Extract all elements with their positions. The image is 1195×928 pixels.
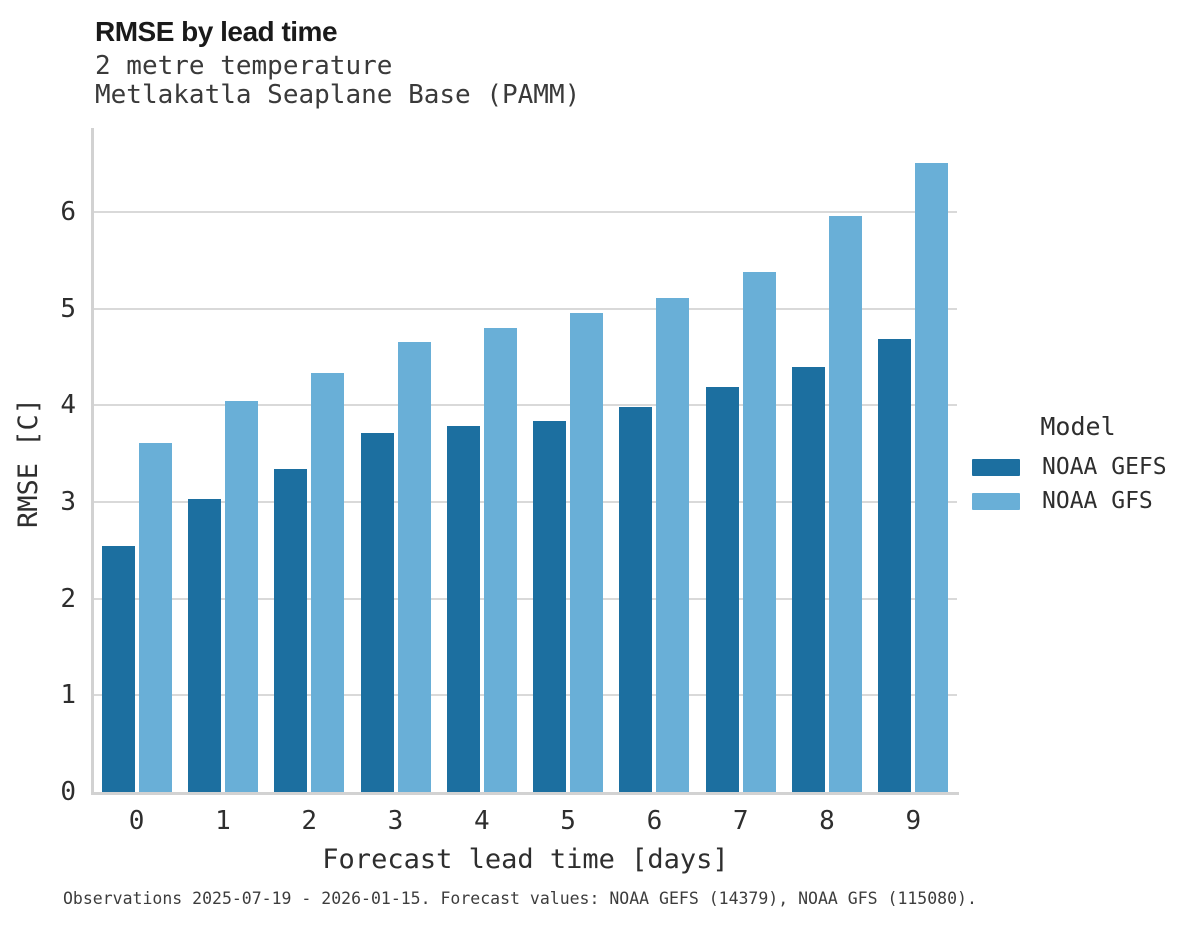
bar-gfs-day-5 (570, 312, 604, 792)
legend-item: NOAA GFS (972, 487, 1195, 515)
legend: Model NOAA GEFS NOAA GFS (972, 412, 1195, 521)
x-tick-label-2: 2 (301, 806, 318, 836)
bar-gfs-day-6 (656, 298, 690, 792)
bar-gefs-day-1 (187, 499, 221, 792)
bar-gfs-day-7 (742, 272, 776, 792)
bar-gefs-day-3 (360, 433, 394, 792)
y-tick-label-5: 5 (60, 293, 76, 324)
y-axis-spine (91, 128, 94, 795)
page-title: RMSE by lead time (95, 16, 338, 47)
bar-gefs-day-8 (792, 366, 825, 792)
x-tick-label-4: 4 (473, 806, 490, 836)
gridline-y-3 (94, 501, 957, 504)
gridline-y-1 (94, 694, 957, 697)
y-tick-label-2: 2 (60, 583, 76, 614)
bar-gfs-day-8 (829, 215, 862, 792)
y-tick-label-3: 3 (60, 487, 76, 518)
x-axis-spine (91, 792, 959, 795)
x-tick-label-9: 9 (905, 806, 922, 836)
legend-swatch-noaa-gefs-icon (972, 458, 1020, 476)
x-tick-label-5: 5 (560, 806, 576, 836)
bar-gfs-day-3 (397, 341, 431, 792)
legend-item-label: NOAA GFS (1042, 488, 1153, 514)
x-tick-label-7: 7 (732, 806, 749, 836)
y-tick-label-4: 4 (60, 390, 76, 421)
subtitle-station: Metlakatla Seaplane Base (PAMM) (95, 80, 581, 110)
bar-gfs-day-0 (138, 443, 172, 792)
x-tick-label-6: 6 (646, 806, 663, 836)
bar-gefs-day-6 (619, 407, 653, 792)
legend-title: Model (1040, 412, 1116, 441)
gridline-y-6 (94, 211, 957, 214)
gridline-y-4 (94, 404, 957, 407)
x-tick-label-0: 0 (128, 806, 145, 836)
gridline-y-2 (94, 597, 957, 600)
bar-gefs-day-2 (274, 469, 308, 792)
y-tick-label-1: 1 (60, 680, 76, 711)
bar-gefs-day-9 (878, 338, 912, 792)
legend-item: NOAA GEFS (972, 453, 1195, 481)
bar-gefs-day-5 (533, 420, 567, 792)
bar-gfs-day-2 (311, 372, 345, 792)
legend-item-label: NOAA GEFS (1042, 454, 1167, 480)
y-tick-label-6: 6 (60, 197, 76, 228)
bar-gefs-day-0 (101, 545, 135, 792)
x-tick-label-3: 3 (387, 806, 404, 836)
legend-swatch-noaa-gfs-icon (972, 492, 1020, 510)
plot-area (94, 128, 957, 792)
bar-gefs-day-7 (705, 387, 739, 792)
bar-gfs-day-1 (224, 400, 258, 792)
x-tick-label-8: 8 (819, 806, 835, 836)
y-axis-label: RMSE [C] (13, 397, 44, 529)
bar-gefs-day-4 (446, 425, 480, 792)
y-tick-label-0: 0 (60, 777, 76, 807)
x-tick-label-1: 1 (215, 806, 231, 836)
subtitle-variable: 2 metre temperature (95, 51, 393, 81)
x-axis-label: Forecast lead time [days] (322, 844, 729, 875)
footer-note: Observations 2025-07-19 - 2026-01-15. Fo… (63, 889, 977, 908)
gridline-y-5 (94, 307, 957, 310)
bar-gfs-day-9 (915, 162, 949, 792)
bar-gfs-day-4 (483, 328, 517, 792)
